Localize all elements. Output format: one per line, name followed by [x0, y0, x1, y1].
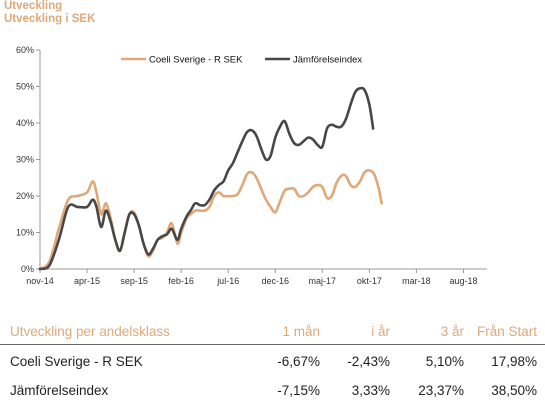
legend-label-index: Jämförelseindex — [293, 55, 362, 66]
chart-series — [38, 86, 383, 271]
chart-title: Utveckling — [4, 0, 63, 12]
row-3-years: 5,10% — [425, 353, 464, 369]
row-ytd: -2,43% — [347, 353, 390, 369]
x-tick-label: feb-16 — [168, 276, 194, 286]
row-ytd: 3,33% — [351, 383, 390, 398]
series-line-index — [38, 86, 375, 271]
x-tick-label: dec-16 — [261, 276, 289, 286]
row-3-years: 23,37% — [418, 383, 464, 398]
series-line-fund — [38, 169, 383, 271]
row-1-month: -7,15% — [277, 383, 320, 398]
row-since-start: 17,98% — [491, 353, 537, 369]
x-tick-label: nov-14 — [26, 276, 54, 286]
x-tick-label: apr-15 — [74, 276, 100, 286]
header-share-class: Utveckling per andelsklass — [0, 318, 242, 345]
chart-subtitle: Utveckling i SEK — [4, 13, 96, 25]
row-name: Coeli Sverige - R SEK — [10, 353, 143, 369]
row-name: Jämförelseindex — [10, 383, 109, 398]
y-tick-label: 40% — [16, 118, 34, 128]
header-3-years: 3 år — [390, 318, 464, 345]
header-since-start: Från Start — [464, 318, 545, 345]
row-since-start: 38,50% — [491, 383, 537, 398]
y-tick-label: 20% — [16, 191, 34, 201]
x-tick-label: sep-15 — [120, 276, 148, 286]
x-tick-label: okt-17 — [357, 276, 382, 286]
header-ytd: i år — [320, 318, 390, 345]
legend-label-fund: Coeli Sverige - R SEK — [149, 55, 243, 66]
header-1-month: 1 mån — [242, 318, 320, 345]
row-1-month: -6,67% — [277, 353, 320, 369]
y-tick-label: 60% — [16, 45, 34, 55]
table-row: Coeli Sverige - R SEK -6,67% -2,43% 5,10… — [0, 345, 545, 378]
performance-table: Utveckling per andelsklass 1 mån i år 3 … — [0, 318, 545, 404]
chart-axes: 0% 10% 20% 30% 40% 50% 60% nov-14 apr-15 sep-15 fe… — [16, 45, 487, 286]
y-tick-label: 10% — [16, 228, 34, 238]
chart-legend: Coeli Sverige - R SEK Jämförelseindex — [121, 55, 362, 66]
table-row: Jämförelseindex -7,15% 3,33% 23,37% 38,5… — [0, 377, 545, 404]
x-tick-label: mar-18 — [402, 276, 431, 286]
table-header-row: Utveckling per andelsklass 1 mån i år 3 … — [0, 318, 545, 345]
performance-line-chart: 0% 10% 20% 30% 40% 50% 60% nov-14 apr-15 sep-15 fe… — [16, 45, 487, 286]
y-tick-label: 0% — [21, 264, 34, 274]
y-tick-label: 50% — [16, 82, 34, 92]
x-tick-label: aug-18 — [449, 276, 477, 286]
y-tick-label: 30% — [16, 155, 34, 165]
x-tick-label: maj-17 — [309, 276, 337, 286]
x-tick-label: jul-16 — [216, 276, 239, 286]
